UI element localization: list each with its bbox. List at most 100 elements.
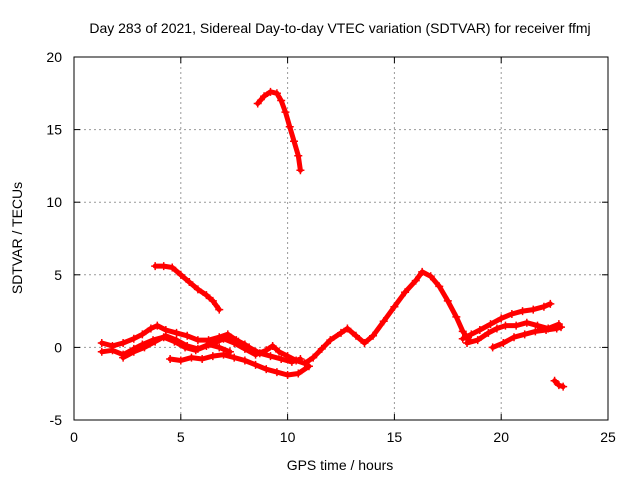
data-point (97, 347, 106, 356)
x-tick-label: 10 (280, 429, 296, 445)
data-point (309, 353, 318, 362)
data-point (272, 368, 281, 377)
data-point (266, 87, 275, 96)
data-point (499, 339, 508, 348)
data-point (168, 263, 177, 272)
x-tick-label: 5 (177, 429, 185, 445)
data-point (343, 324, 352, 333)
data-point (240, 344, 249, 353)
y-tick-label: -5 (50, 412, 63, 428)
data-point (337, 328, 345, 337)
data-point (215, 305, 224, 314)
data-point (550, 376, 559, 385)
x-tick-label: 0 (70, 429, 78, 445)
data-point (208, 296, 217, 305)
data-point (531, 327, 540, 336)
chart-title: Day 283 of 2021, Sidereal Day-to-day VTE… (89, 20, 590, 36)
data-point (475, 325, 484, 334)
data-point (108, 346, 117, 355)
data-point (317, 344, 326, 353)
data-point (411, 276, 420, 285)
data-point (443, 296, 452, 305)
series-arc-1 (253, 87, 305, 175)
data-point (360, 339, 369, 348)
series-trace (255, 89, 303, 173)
data-point (426, 272, 435, 281)
data-point (488, 343, 497, 352)
data-point (161, 331, 170, 340)
data-point (390, 302, 399, 311)
series-arc-10 (488, 323, 566, 352)
data-point (518, 307, 527, 316)
y-tick-label: 5 (54, 267, 62, 283)
data-point (153, 321, 162, 330)
data-point (486, 320, 495, 329)
data-point (557, 323, 566, 332)
data-point (277, 355, 286, 364)
data-point (138, 330, 147, 339)
data-point (552, 324, 561, 333)
data-point (215, 343, 224, 352)
data-point (159, 262, 168, 271)
data-point (379, 317, 388, 326)
data-point (520, 330, 529, 339)
data-point (193, 336, 202, 345)
data-point (268, 341, 277, 350)
series-trace (464, 320, 562, 346)
data-point (501, 321, 510, 330)
data-point (151, 262, 160, 271)
data-point (458, 327, 467, 336)
data-point (172, 336, 181, 345)
data-point (554, 381, 563, 390)
series-arc-2 (151, 262, 224, 314)
data-point (492, 324, 501, 333)
data-point (467, 330, 476, 339)
data-point (326, 336, 335, 345)
data-point (283, 370, 292, 379)
data-point (296, 166, 305, 175)
data-point (253, 99, 262, 108)
data-point (251, 350, 260, 359)
data-point (140, 343, 149, 352)
data-point (542, 325, 551, 334)
data-point (539, 302, 548, 311)
data-point (435, 282, 444, 291)
y-axis-label: SDTVAR / TECUs (9, 182, 25, 294)
data-point (183, 331, 192, 340)
data-point (272, 89, 281, 98)
series-arc-7 (219, 267, 474, 368)
data-point (281, 108, 290, 117)
data-point (559, 382, 568, 391)
data-point (351, 331, 360, 340)
data-point (285, 122, 294, 131)
data-point (119, 339, 128, 348)
x-tick-label: 20 (493, 429, 509, 445)
data-point (512, 321, 521, 330)
series-trace (460, 301, 553, 342)
grid-lines (73, 56, 609, 421)
data-point (533, 321, 542, 330)
data-point (401, 288, 410, 297)
data-point (262, 346, 271, 355)
data-point (193, 344, 202, 353)
x-tick-labels: 0 5 10 15 20 25 (70, 429, 616, 445)
data-point (230, 353, 239, 362)
data-point (507, 310, 516, 319)
data-point (418, 267, 427, 276)
data-point (97, 339, 106, 348)
series-arc-5 (119, 331, 234, 362)
data-traces (97, 87, 568, 391)
data-point (304, 362, 313, 371)
data-point (219, 334, 228, 343)
data-point (260, 92, 269, 101)
y-tick-label: 10 (46, 194, 62, 210)
data-point (473, 336, 482, 345)
data-point (458, 334, 467, 343)
series-arc-8 (458, 299, 555, 343)
data-point (230, 339, 239, 348)
x-axis-label: GPS time / hours (287, 457, 394, 473)
x-tick-label: 25 (600, 429, 616, 445)
data-point (294, 369, 303, 378)
y-tick-label: 0 (54, 339, 62, 355)
